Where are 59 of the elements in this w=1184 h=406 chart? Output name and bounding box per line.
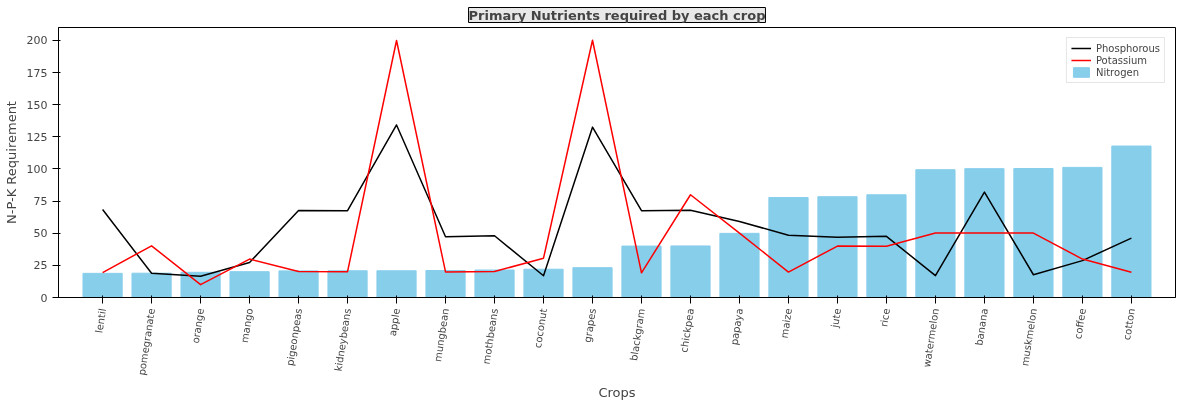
bar	[915, 169, 956, 298]
x-tick-label: coconut	[532, 307, 549, 349]
x-tick-label: kidneybeans	[332, 307, 353, 373]
y-tick-label: 200	[26, 34, 48, 48]
bar	[866, 194, 907, 298]
legend-label: Potassium	[1095, 54, 1148, 66]
x-tick-label: blackgram	[628, 307, 647, 362]
x-tick-label: lentil	[93, 307, 109, 334]
bar	[327, 270, 368, 298]
x-tick-label: coffee	[1072, 307, 1088, 340]
x-tick-label: pomegranate	[136, 307, 158, 377]
y-tick-label: 0	[40, 291, 48, 305]
y-tick-label: 50	[33, 227, 48, 241]
bar	[523, 268, 564, 298]
y-tick-label: 150	[26, 98, 48, 112]
bar	[1062, 166, 1103, 298]
y-axis-title: N-P-K Requirement	[3, 101, 19, 224]
y-tick-label: 75	[33, 195, 48, 209]
x-tick-label: watermelon	[921, 307, 941, 369]
bar	[719, 232, 760, 298]
y-tick-label: 175	[26, 66, 48, 80]
bar	[131, 272, 172, 298]
bar	[621, 245, 662, 298]
x-tick-label: papaya	[728, 307, 745, 346]
bar	[425, 270, 466, 298]
x-tick-label: muskmelon	[1019, 307, 1039, 367]
bar	[1013, 168, 1054, 298]
x-tick-label: jute	[828, 307, 843, 330]
y-tick-label: 100	[26, 162, 48, 176]
x-tick-label: mungbean	[432, 307, 451, 363]
bar	[768, 196, 809, 298]
y-tick-label: 25	[33, 259, 48, 273]
line-series	[101, 124, 1133, 277]
bar	[670, 245, 711, 298]
bar	[376, 270, 417, 298]
x-tick-label: cotton	[1121, 307, 1137, 341]
bar	[474, 269, 515, 298]
bar	[1111, 145, 1152, 298]
x-tick-label: rice	[878, 307, 892, 328]
bar	[229, 271, 270, 298]
x-tick-label: mothbeans	[480, 307, 500, 365]
legend-label: Phosphorous	[1095, 42, 1160, 54]
x-tick-label: chickpea	[678, 307, 696, 354]
chart-title: Primary Nutrients required by each crop	[468, 7, 766, 23]
legend-label: Nitrogen	[1095, 66, 1139, 78]
x-tick-label: mango	[238, 307, 256, 344]
x-tick-label: apple	[386, 307, 402, 337]
bar	[278, 270, 319, 298]
bar	[572, 267, 613, 298]
x-axis-title: Crops	[598, 384, 636, 400]
bar	[817, 196, 858, 298]
x-tick-label: pigeonpeas	[284, 307, 304, 367]
y-tick-label: 125	[26, 130, 48, 144]
x-tick-label: orange	[189, 307, 207, 345]
bar	[964, 168, 1005, 298]
x-tick-label: grapes	[581, 307, 598, 344]
bar	[82, 272, 123, 298]
x-tick-label: maize	[778, 307, 794, 340]
x-tick-label: banana	[973, 307, 990, 347]
